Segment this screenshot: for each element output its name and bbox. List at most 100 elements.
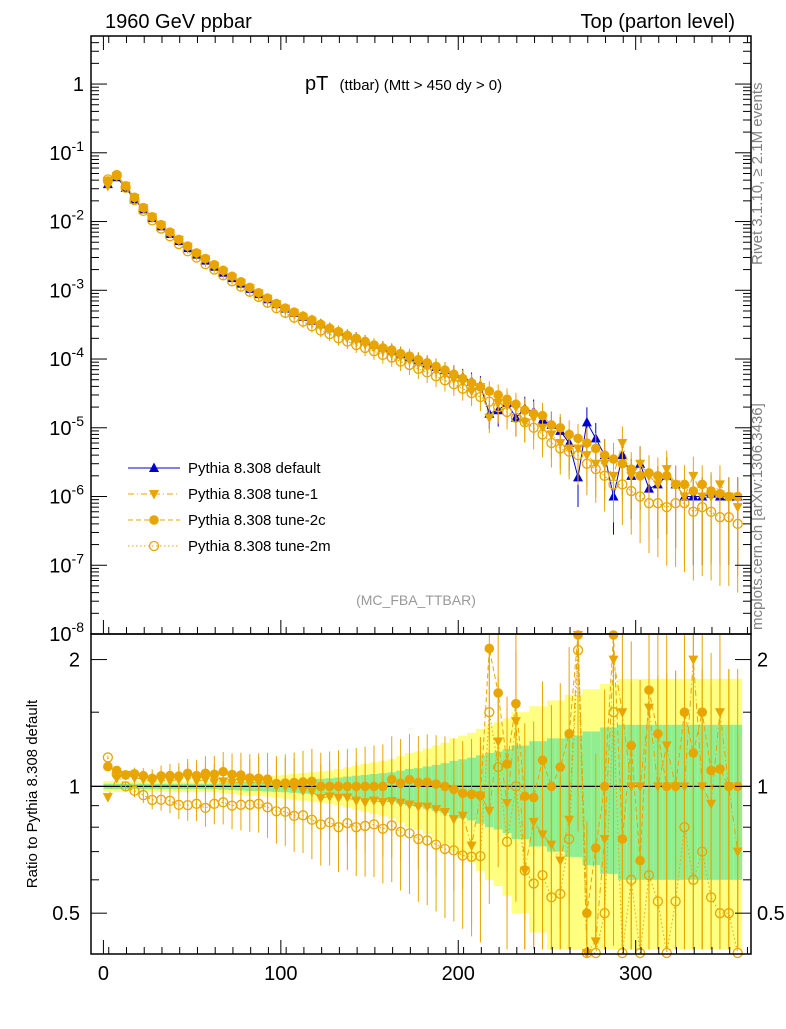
marker-circle xyxy=(653,728,663,739)
marker-circle xyxy=(475,382,486,392)
y-tick-label: 10-3 xyxy=(49,275,84,302)
marker-circle-open xyxy=(288,312,300,323)
marker-circle xyxy=(617,458,628,469)
marker-circle xyxy=(564,429,574,440)
marker-triangle-down xyxy=(484,806,495,817)
marker-circle xyxy=(307,776,317,787)
marker-circle xyxy=(493,390,503,400)
marker-circle xyxy=(590,843,601,853)
marker-circle-open xyxy=(129,785,140,796)
marker-circle-open xyxy=(732,518,743,530)
marker-circle-open xyxy=(111,769,122,780)
marker-circle-open xyxy=(306,814,318,825)
marker-circle xyxy=(537,755,548,765)
marker-circle-open xyxy=(599,470,610,481)
header-right: Top (parton level) xyxy=(580,11,735,33)
marker-circle xyxy=(440,781,450,792)
marker-circle xyxy=(289,307,299,317)
marker-circle-open xyxy=(164,231,176,242)
marker-circle xyxy=(138,770,149,781)
marker-circle-open xyxy=(599,908,610,919)
marker-circle-open xyxy=(102,752,114,763)
marker-circle-open xyxy=(448,379,459,390)
marker-circle xyxy=(244,773,255,783)
marker-circle-open xyxy=(120,781,131,792)
marker-circle-open xyxy=(563,446,575,457)
rivet-label: Rivet 3.1.10, ≥ 2.1M events xyxy=(749,83,766,266)
marker-circle-open xyxy=(324,329,335,340)
marker-circle-open xyxy=(244,286,255,297)
marker-circle xyxy=(182,241,193,251)
marker-circle-open xyxy=(271,302,282,314)
marker-circle-open xyxy=(368,819,380,830)
marker-circle xyxy=(236,770,246,780)
marker-circle-open xyxy=(670,896,681,907)
marker-circle xyxy=(564,728,574,739)
marker-triangle-down xyxy=(149,490,159,500)
x-tick-label: 100 xyxy=(264,963,297,985)
marker-circle-open xyxy=(395,356,406,367)
marker-circle xyxy=(386,774,397,785)
marker-triangle-down xyxy=(617,708,628,718)
legend-label: Pythia 8.308 tune-2m xyxy=(188,538,331,555)
marker-circle-open xyxy=(546,892,557,903)
marker-circle xyxy=(129,768,140,779)
legend-label: Pythia 8.308 tune-1 xyxy=(188,486,318,503)
marker-circle-open xyxy=(679,822,690,833)
series-line xyxy=(107,174,738,498)
marker-circle-open xyxy=(626,874,637,885)
marker-circle-open xyxy=(218,270,229,281)
legend: Pythia 8.308 default Pythia 8.308 tune-1 P… xyxy=(128,460,331,555)
y-tick-label: 1 xyxy=(73,74,84,96)
marker-circle-open xyxy=(209,264,220,275)
marker-circle-open xyxy=(200,258,211,270)
marker-circle xyxy=(457,373,468,384)
marker-circle xyxy=(653,471,663,481)
marker-circle-open xyxy=(643,870,655,881)
marker-circle xyxy=(537,410,548,421)
marker-circle xyxy=(351,781,362,792)
marker-circle xyxy=(582,438,592,448)
marker-circle xyxy=(724,781,734,792)
marker-circle xyxy=(422,358,433,368)
marker-circle-open xyxy=(537,429,548,440)
marker-circle xyxy=(475,790,486,801)
marker-circle xyxy=(209,769,220,780)
marker-circle xyxy=(138,202,149,213)
marker-circle-open xyxy=(377,823,389,834)
marker-circle-open xyxy=(590,947,601,959)
marker-circle xyxy=(395,348,406,359)
marker-circle-open xyxy=(102,174,114,185)
marker-circle-open xyxy=(422,367,433,378)
marker-triangle-up xyxy=(581,416,592,427)
ratio-y-label: Ratio to Pythia 8.308 default xyxy=(24,699,41,888)
ratio-bands xyxy=(103,678,743,950)
marker-circle-open xyxy=(359,342,371,354)
marker-circle-open xyxy=(422,835,433,846)
ratio-series-3 xyxy=(102,635,743,959)
marker-circle-open xyxy=(342,817,353,829)
marker-circle xyxy=(715,488,725,499)
marker-circle xyxy=(546,420,557,430)
marker-circle-open xyxy=(191,252,202,263)
marker-circle-open xyxy=(120,182,131,193)
y-tick-label: 10-7 xyxy=(49,550,84,577)
x-tick-label: 200 xyxy=(442,963,475,985)
marker-circle-open xyxy=(147,215,158,226)
y-tick-label: 10-5 xyxy=(49,413,84,440)
marker-circle-open xyxy=(493,761,504,773)
marker-triangle-down xyxy=(617,439,628,449)
marker-circle xyxy=(386,345,397,355)
marker-circle-open xyxy=(386,820,397,831)
marker-circle-open xyxy=(368,346,380,357)
marker-circle xyxy=(147,773,158,784)
marker-circle-open xyxy=(617,947,628,959)
marker-circle-open xyxy=(697,502,708,513)
marker-circle xyxy=(661,781,672,792)
marker-circle xyxy=(626,740,637,751)
marker-circle xyxy=(333,781,344,792)
marker-circle-open xyxy=(519,865,530,876)
marker-circle-open xyxy=(297,316,309,327)
marker-circle xyxy=(626,464,637,474)
